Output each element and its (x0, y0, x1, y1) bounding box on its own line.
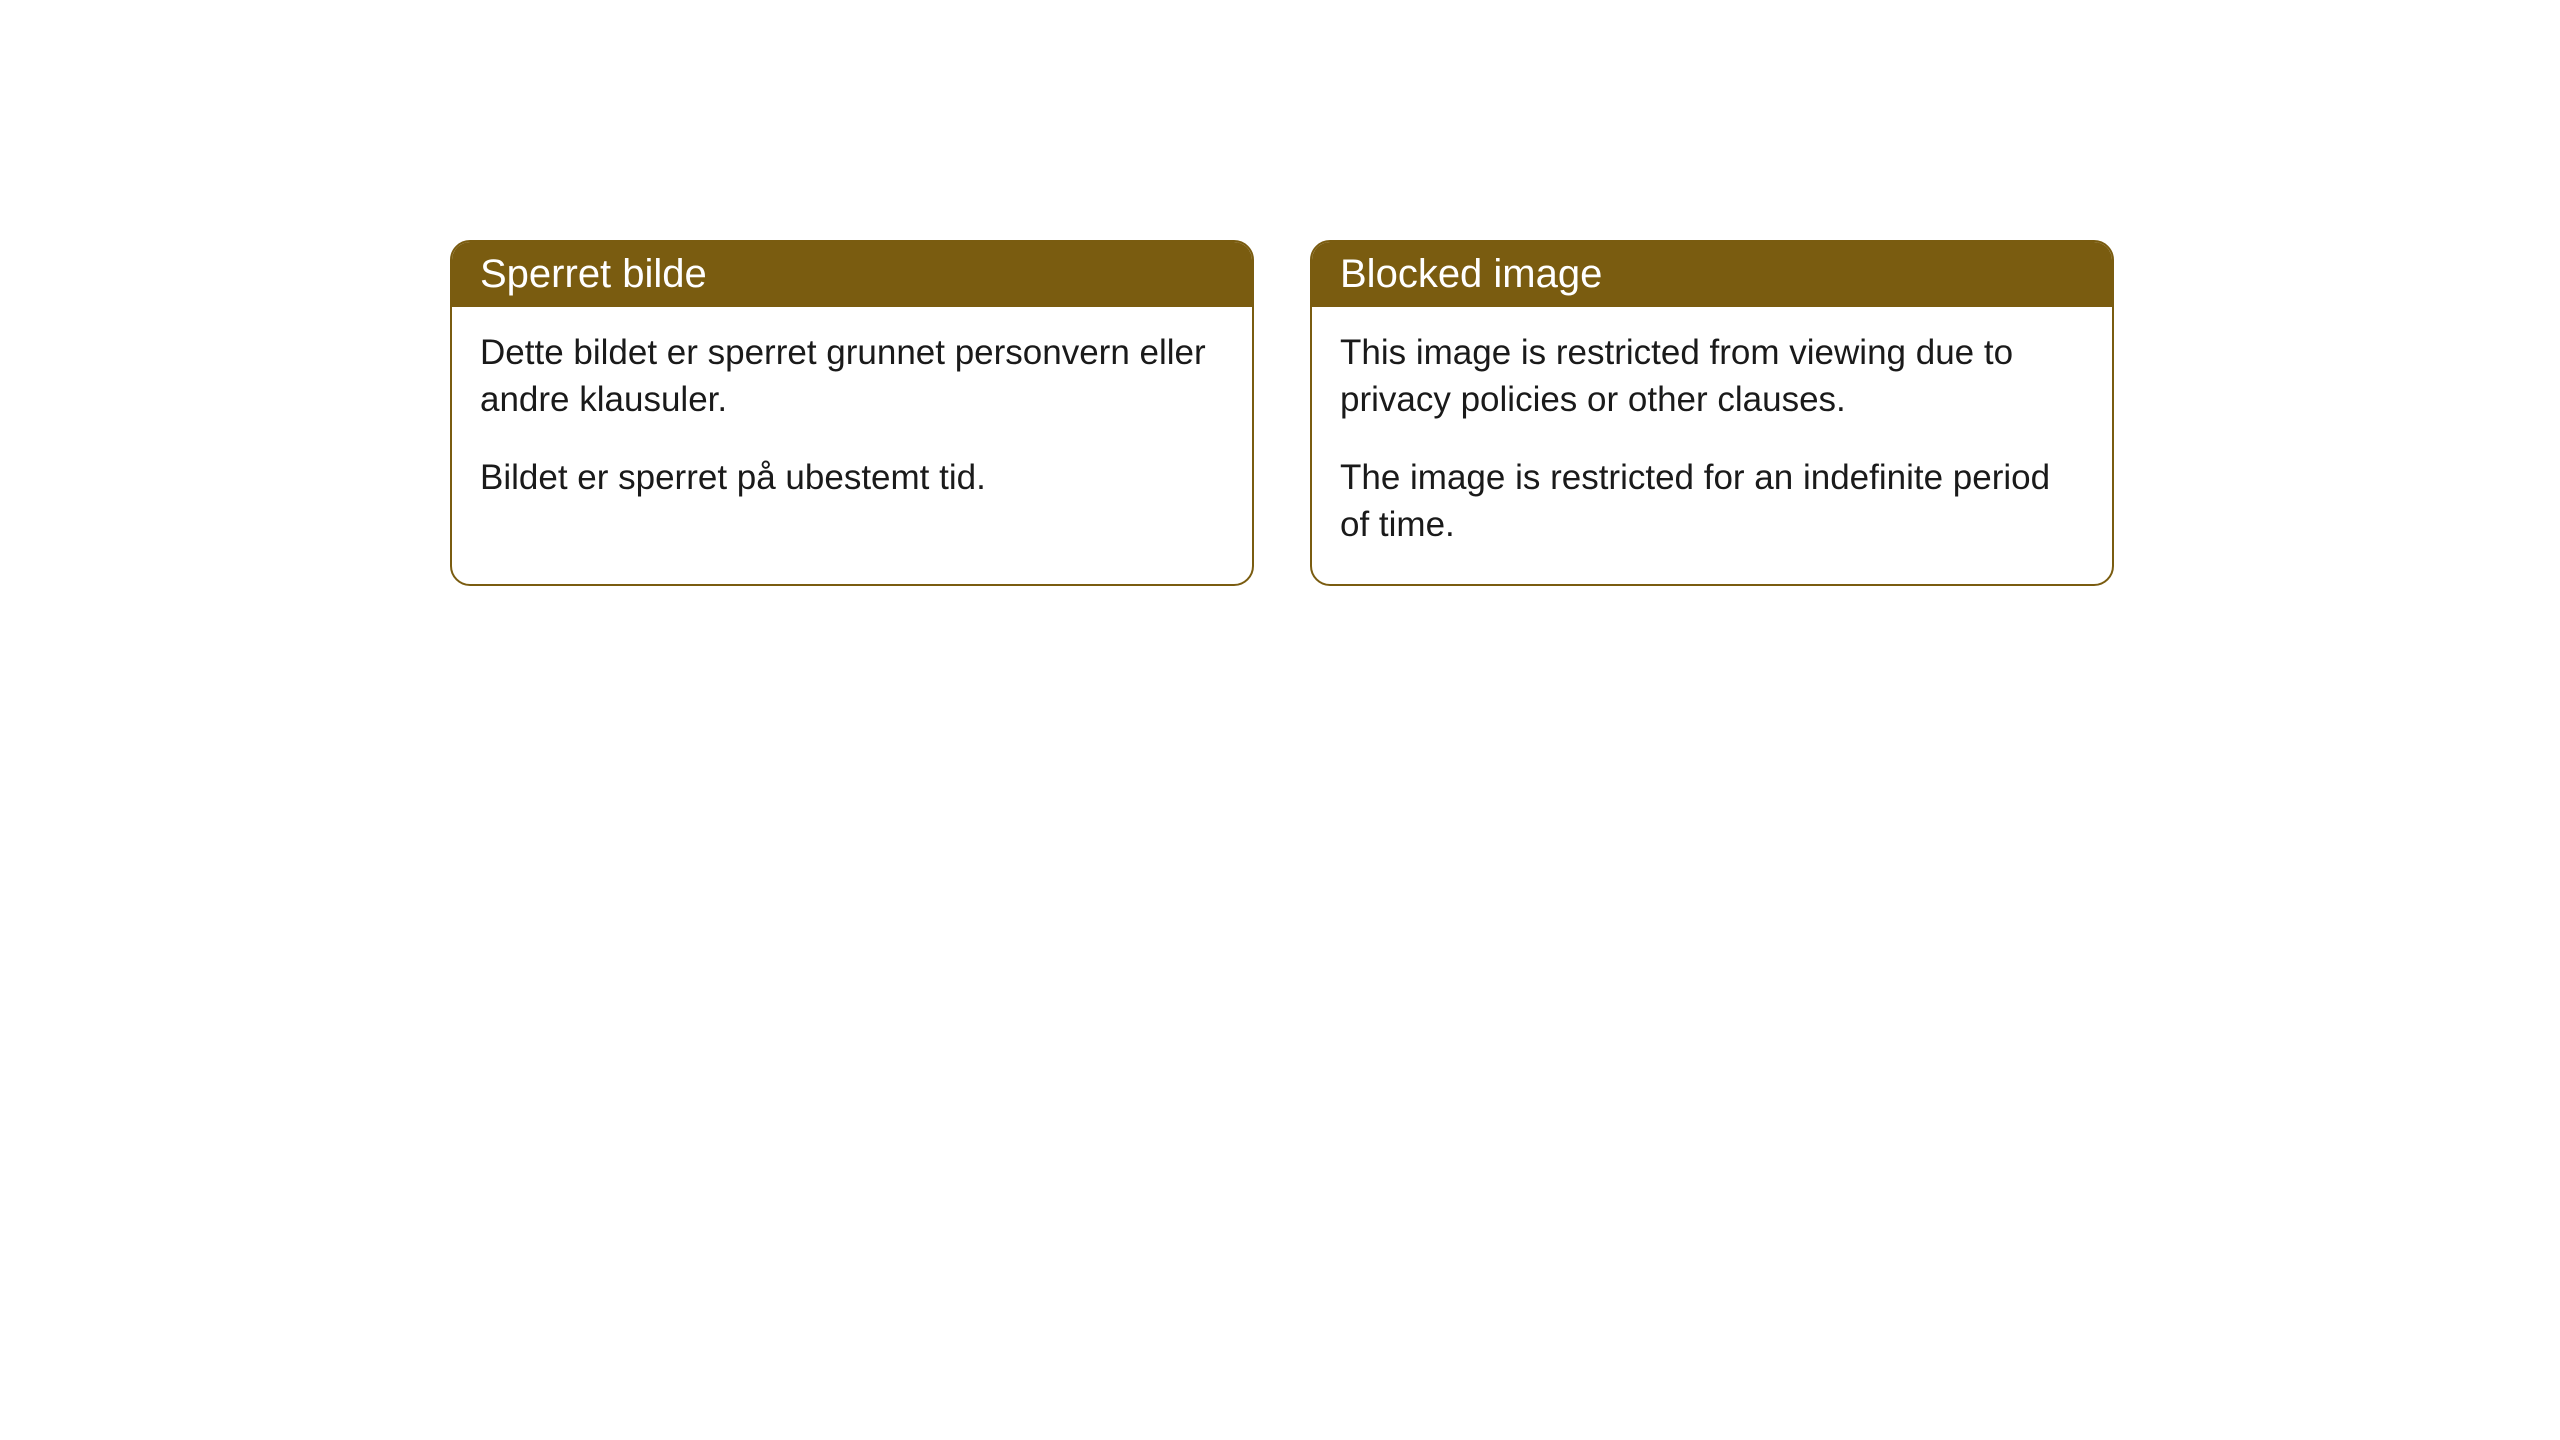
notice-cards-container: Sperret bilde Dette bildet er sperret gr… (450, 240, 2114, 586)
card-paragraph-2: The image is restricted for an indefinit… (1340, 454, 2084, 549)
card-body-norwegian: Dette bildet er sperret grunnet personve… (452, 307, 1252, 537)
card-body-english: This image is restricted from viewing du… (1312, 307, 2112, 584)
card-paragraph-2: Bildet er sperret på ubestemt tid. (480, 454, 1224, 501)
blocked-image-card-english: Blocked image This image is restricted f… (1310, 240, 2114, 586)
card-paragraph-1: Dette bildet er sperret grunnet personve… (480, 329, 1224, 424)
blocked-image-card-norwegian: Sperret bilde Dette bildet er sperret gr… (450, 240, 1254, 586)
card-header-norwegian: Sperret bilde (452, 242, 1252, 307)
card-header-english: Blocked image (1312, 242, 2112, 307)
card-paragraph-1: This image is restricted from viewing du… (1340, 329, 2084, 424)
